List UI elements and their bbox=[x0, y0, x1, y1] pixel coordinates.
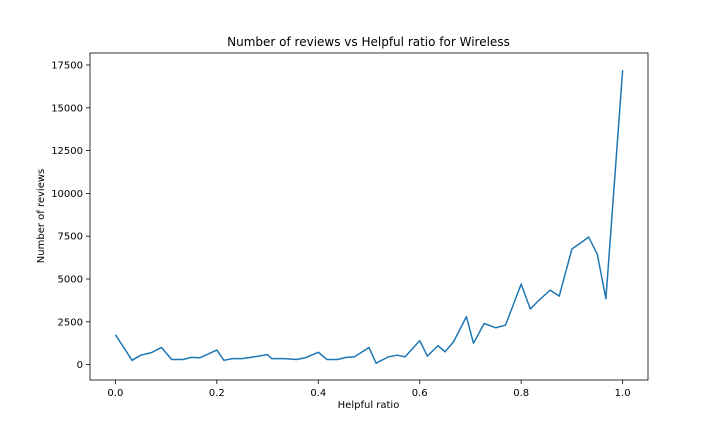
x-tick-label: 0.2 bbox=[209, 388, 225, 399]
y-axis: 0 2500 5000 7500 10000 12500 15000 17500 bbox=[51, 60, 90, 371]
plot-frame bbox=[89, 52, 649, 381]
y-tick-label: 5000 bbox=[58, 274, 83, 285]
y-tick-label: 15000 bbox=[51, 103, 83, 114]
series-line bbox=[114, 70, 624, 364]
y-tick-label: 10000 bbox=[51, 189, 83, 200]
plot-area: 0.0 0.2 0.4 0.6 0.8 1.0 0 2500 5000 7500 10000 125… bbox=[51, 52, 649, 399]
y-tick-label: 2500 bbox=[58, 317, 83, 328]
x-tick-label: 0.6 bbox=[412, 388, 428, 399]
x-axis: 0.0 0.2 0.4 0.6 0.8 1.0 bbox=[107, 380, 631, 399]
y-tick-label: 17500 bbox=[51, 60, 83, 71]
y-axis-label: Number of reviews bbox=[36, 169, 47, 263]
x-tick-label: 1.0 bbox=[615, 388, 631, 399]
x-tick-label: 0.4 bbox=[310, 388, 326, 399]
y-tick-label: 7500 bbox=[58, 232, 83, 243]
x-tick-label: 0.0 bbox=[107, 388, 123, 399]
x-tick-label: 0.8 bbox=[513, 388, 529, 399]
x-axis-label: Helpful ratio bbox=[338, 400, 400, 411]
y-tick-label: 0 bbox=[77, 360, 83, 371]
y-tick-label: 12500 bbox=[51, 146, 83, 157]
chart-title: Number of reviews vs Helpful ratio for W… bbox=[227, 35, 510, 49]
